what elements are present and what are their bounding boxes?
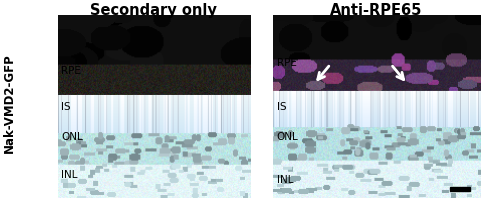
Text: INL: INL <box>276 174 293 185</box>
Text: RPE: RPE <box>62 66 81 76</box>
Text: RPE: RPE <box>276 58 296 68</box>
Text: INL: INL <box>62 169 78 179</box>
Bar <box>450 187 469 191</box>
Text: Nak-VMD2-GFP: Nak-VMD2-GFP <box>2 53 16 153</box>
Text: ONL: ONL <box>276 132 298 142</box>
Text: IS: IS <box>62 102 71 112</box>
Text: Anti-RPE65: Anti-RPE65 <box>330 3 422 18</box>
Text: Secondary only: Secondary only <box>90 3 217 18</box>
Text: ONL: ONL <box>62 132 83 142</box>
Text: IS: IS <box>276 102 286 112</box>
